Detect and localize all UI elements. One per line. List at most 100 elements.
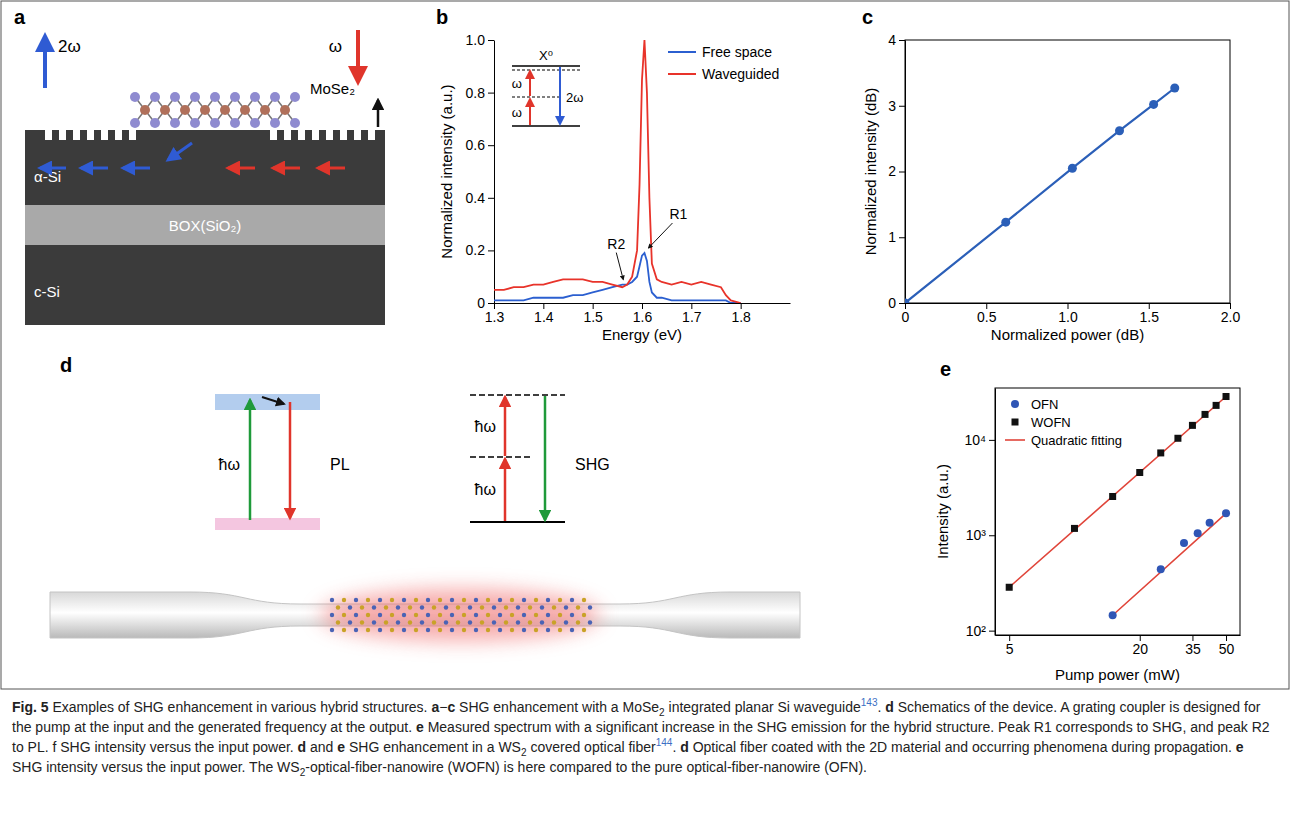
tick: 0 — [902, 303, 910, 325]
caption-text: Examples of SHG enhancement in various h… — [49, 699, 432, 715]
caption-text: e — [416, 719, 424, 735]
atom — [414, 628, 418, 632]
grating-notch — [115, 130, 122, 140]
layer-top — [25, 130, 385, 205]
axis-title: Normalized power (dB) — [991, 326, 1144, 343]
atom — [510, 628, 514, 632]
atom — [378, 598, 382, 602]
point — [1213, 402, 1220, 409]
tick: 35 — [1185, 635, 1201, 657]
atom — [210, 92, 220, 102]
caption-text: d — [298, 739, 307, 755]
grating-notch — [368, 130, 375, 140]
tick: 0.5 — [977, 303, 997, 325]
tick-mark — [488, 93, 494, 94]
axis-title: Normalized intensity (a.u.) — [438, 84, 455, 258]
caption-text: . — [672, 739, 680, 755]
label: ω — [512, 105, 522, 120]
tick: 1 — [888, 229, 905, 245]
legend-swatch — [668, 51, 696, 53]
grating-notch — [340, 130, 347, 140]
point — [1194, 529, 1202, 537]
atom — [360, 605, 364, 609]
arrow — [356, 30, 360, 82]
arrow — [559, 67, 561, 124]
atom — [570, 598, 574, 602]
tick: 5 — [1006, 635, 1014, 657]
tick-mark — [899, 40, 905, 41]
axis-title: Pump power (mW) — [1055, 666, 1180, 683]
point — [1180, 539, 1188, 547]
atom — [576, 620, 580, 624]
atom — [546, 598, 550, 602]
atom — [552, 605, 556, 609]
tick-label: 2.0 — [1221, 309, 1241, 325]
atom — [396, 605, 400, 609]
tick: 1.8 — [731, 303, 751, 325]
grating-notch — [129, 130, 136, 140]
point — [905, 299, 910, 304]
atom — [414, 613, 418, 617]
level — [512, 65, 580, 67]
point — [1170, 83, 1179, 92]
atom — [528, 620, 532, 624]
grating-notch — [101, 130, 108, 140]
atom — [170, 118, 180, 128]
atom — [522, 598, 526, 602]
tick: 1.3 — [485, 303, 505, 325]
atom — [396, 620, 400, 624]
atom — [516, 620, 520, 624]
atom — [492, 620, 496, 624]
grating-notch — [298, 130, 305, 140]
axis-title: Energy (eV) — [602, 326, 682, 343]
y-axis: 01234 — [888, 32, 905, 311]
label: ω — [329, 37, 342, 56]
figure-frame — [1, 1, 1289, 689]
level — [470, 394, 565, 396]
plot-frame — [995, 388, 1240, 635]
y-axis: 10²10³10⁴ — [964, 389, 995, 639]
tick-label: 0.6 — [466, 137, 486, 153]
arrow — [168, 143, 192, 160]
lattice — [130, 92, 300, 128]
arrow — [529, 71, 531, 96]
atom — [420, 605, 424, 609]
tick-label: 0.8 — [466, 85, 486, 101]
caption-text: 2 — [659, 707, 665, 718]
label: ω — [512, 76, 522, 91]
label: 2ω — [566, 90, 583, 105]
atom — [528, 605, 532, 609]
atom — [354, 598, 358, 602]
atom — [486, 628, 490, 632]
panel-b: 1.31.41.51.61.71.800.20.40.60.81.0Energy… — [438, 32, 791, 343]
point — [1157, 565, 1165, 573]
atom — [582, 613, 586, 617]
tick-label: 10³ — [966, 527, 987, 543]
series-line — [905, 88, 1175, 303]
panel-c: 00.51.01.52.001234Normalized power (dB)N… — [862, 32, 1240, 343]
atom — [140, 105, 150, 115]
grating-notch — [87, 130, 94, 140]
tick: 4 — [888, 32, 905, 48]
arrow — [504, 397, 507, 456]
caption-text: 2 — [300, 767, 306, 778]
legend-swatch — [1011, 400, 1019, 408]
tick-label: 1.5 — [583, 309, 603, 325]
tick: 2 — [888, 163, 905, 179]
tick-label: 20 — [1132, 641, 1148, 657]
atom — [486, 598, 490, 602]
panel-a: α-SiBOX(SiO₂)c-SiMoSe₂2ωω — [25, 30, 385, 325]
label: α-Si — [34, 168, 61, 185]
atom — [414, 598, 418, 602]
tick: 1.7 — [682, 303, 702, 325]
atom — [546, 628, 550, 632]
label: BOX(SiO₂) — [169, 217, 242, 234]
atom — [444, 605, 448, 609]
band-lower — [215, 518, 320, 530]
grating-notch — [312, 130, 319, 140]
atom — [492, 605, 496, 609]
tick: 0.4 — [466, 190, 494, 206]
atom — [240, 105, 250, 115]
arrow — [529, 99, 531, 125]
tick: 1.5 — [583, 303, 603, 325]
